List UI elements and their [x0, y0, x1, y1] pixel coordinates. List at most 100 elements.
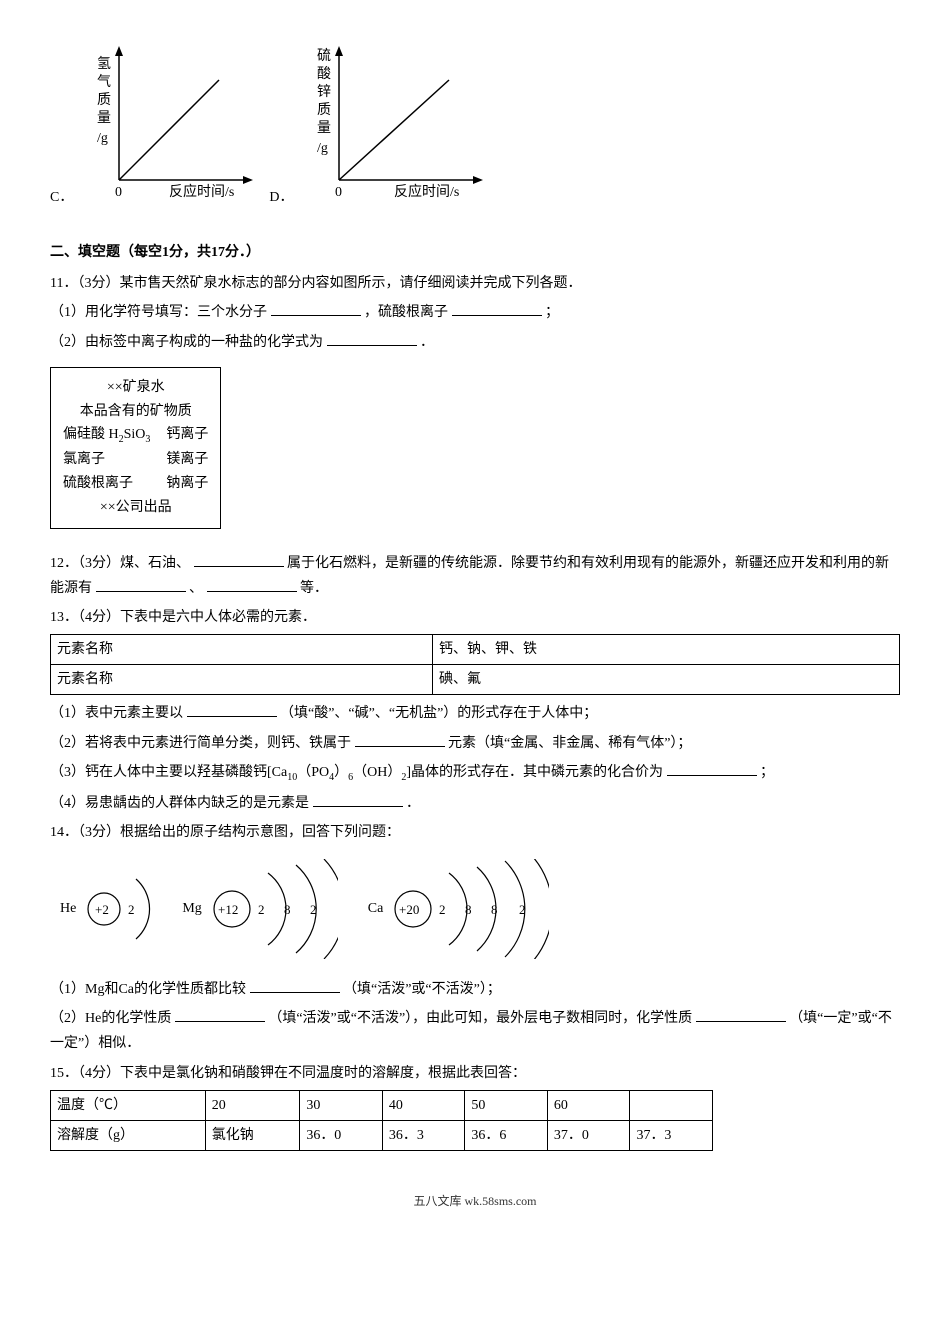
- svg-text:8: 8: [465, 902, 472, 917]
- option-d-label: D．: [269, 185, 293, 210]
- q13-blank3[interactable]: [667, 761, 757, 776]
- q15-t2: 40: [382, 1090, 465, 1120]
- q11-p2b: ．: [420, 335, 434, 350]
- q11-p1a: （1）用化学符号填写：三个水分子: [50, 305, 267, 320]
- box-l5b: 钠离子: [166, 472, 208, 496]
- q14-blank2[interactable]: [175, 1007, 265, 1022]
- option-c-label: C．: [50, 185, 73, 210]
- svg-text:质: 质: [97, 92, 111, 108]
- q13-p2: （2）若将表中元素进行简单分类，则钙、铁属于 元素（填“金属、非金属、稀有气体”…: [50, 731, 900, 756]
- q12-d: 等．: [300, 581, 328, 596]
- q15-t1: 30: [300, 1090, 383, 1120]
- q11-blank1[interactable]: [271, 301, 361, 316]
- q11-blank3[interactable]: [327, 331, 417, 346]
- box-l2: 本品含有的矿物质: [63, 400, 208, 424]
- table-row: 温度（℃） 20 30 40 50 60: [51, 1090, 713, 1120]
- q15-sub: 氯化钠: [205, 1120, 300, 1150]
- q11-p1: （1）用化学符号填写：三个水分子 ，硫酸根离子 ；: [50, 300, 900, 325]
- svg-text:锌: 锌: [317, 84, 331, 100]
- q12-blank2[interactable]: [96, 577, 186, 592]
- q15-v4: 37．3: [630, 1120, 713, 1150]
- graph-c-svg: 氢 气 质 量 /g 0 反应时间/s: [79, 40, 259, 210]
- q15-v0: 36．0: [300, 1120, 383, 1150]
- q13-r1a: 元素名称: [51, 635, 433, 665]
- atom-diagrams-row: He +2 2 Mg +12 2 8 2 Ca +20 2 8: [60, 859, 900, 959]
- q13-blank1[interactable]: [187, 702, 277, 717]
- q11-stem: 11．（3分）某市售天然矿泉水标志的部分内容如图所示，请仔细阅读并完成下列各题．: [50, 271, 900, 296]
- q13-r2a: 元素名称: [51, 665, 433, 695]
- box-l1: ××矿泉水: [63, 376, 208, 400]
- q13-blank2[interactable]: [355, 732, 445, 747]
- svg-text:气: 气: [97, 74, 111, 90]
- q13-r1b: 钙、钠、钾、铁: [433, 635, 900, 665]
- q15-v3: 37．0: [547, 1120, 630, 1150]
- q12-blank1[interactable]: [194, 552, 284, 567]
- graph-options-row: C． 氢 气 质 量 /g 0 反应时间/s D．: [50, 40, 900, 210]
- table-row: 溶解度（g） 氯化钠 36．0 36．3 36．6 37．0 37．3: [51, 1120, 713, 1150]
- box-l5: 硫酸根离子 钠离子: [63, 472, 208, 496]
- box-l6: ××公司出品: [63, 496, 208, 520]
- svg-text:+12: +12: [218, 902, 238, 917]
- q13-r2b: 碘、氟: [433, 665, 900, 695]
- svg-text:2: 2: [128, 902, 135, 917]
- q14-p1: （1）Mg和Ca的化学性质都比较 （填“活泼”或“不活泼”）；: [50, 977, 900, 1002]
- table-row: 元素名称 钙、钠、钾、铁: [51, 635, 900, 665]
- q13-blank4[interactable]: [313, 792, 403, 807]
- q13-stem: 13．（4分）下表中是六中人体必需的元素．: [50, 605, 900, 630]
- q11-p2a: （2）由标签中离子构成的一种盐的化学式为: [50, 335, 323, 350]
- q12: 12．（3分）煤、石油、 属于化石燃料，是新疆的传统能源．除要节约和有效利用现有…: [50, 551, 900, 601]
- q15-v1: 36．3: [382, 1120, 465, 1150]
- atom-mg-label: Mg: [182, 896, 201, 921]
- svg-text:酸: 酸: [317, 66, 331, 82]
- q15-t5: [630, 1090, 713, 1120]
- q15-solubility-table: 温度（℃） 20 30 40 50 60 溶解度（g） 氯化钠 36．0 36．…: [50, 1090, 713, 1151]
- table-row: 元素名称 碘、氟: [51, 665, 900, 695]
- graph-c-origin: 0: [115, 185, 122, 200]
- q13-elements-table: 元素名称 钙、钠、钾、铁 元素名称 碘、氟: [50, 634, 900, 695]
- q15-head: 温度（℃）: [51, 1090, 206, 1120]
- svg-text:2: 2: [519, 902, 526, 917]
- svg-text:量: 量: [317, 120, 331, 136]
- q11-blank2[interactable]: [452, 301, 542, 316]
- q15-rowlabel: 溶解度（g）: [51, 1120, 206, 1150]
- q11-p1c: ；: [545, 305, 559, 320]
- atom-ca: Ca +20 2 8 8 2: [368, 859, 550, 959]
- box-l3a: 偏硅酸 H2SiO3: [63, 423, 150, 448]
- svg-text:+20: +20: [399, 902, 419, 917]
- svg-text:质: 质: [317, 102, 331, 118]
- mineral-water-label-box: ××矿泉水 本品含有的矿物质 偏硅酸 H2SiO3 钙离子 氯离子 镁离子 硫酸…: [50, 367, 221, 529]
- q15-t0: 20: [205, 1090, 300, 1120]
- q11-p1b: ，硫酸根离子: [364, 305, 448, 320]
- svg-text:/g: /g: [317, 141, 328, 156]
- graph-c-xlabel: 反应时间/s: [169, 183, 234, 200]
- q13-p3: （3）钙在人体中主要以羟基磷酸钙[Ca10（PO4）6（OH）2]晶体的形式存在…: [50, 760, 900, 787]
- svg-text:2: 2: [258, 902, 265, 917]
- q14-blank3[interactable]: [696, 1007, 786, 1022]
- q14-p2: （2）He的化学性质 （填“活泼”或“不活泼”），由此可知，最外层电子数相同时，…: [50, 1006, 900, 1056]
- atom-he-label: He: [60, 896, 76, 921]
- q12-a: 12．（3分）煤、石油、: [50, 556, 190, 571]
- graph-c-y1: 氢: [97, 56, 111, 72]
- q15-stem: 15．（4分）下表中是氯化钠和硝酸钾在不同温度时的溶解度，根据此表回答：: [50, 1061, 900, 1086]
- q15-t4: 60: [547, 1090, 630, 1120]
- q13-p4: （4）易患龋齿的人群体内缺乏的是元素是 ．: [50, 791, 900, 816]
- q14-blank1[interactable]: [250, 978, 340, 993]
- q15-t3: 50: [465, 1090, 548, 1120]
- svg-text:2: 2: [439, 902, 446, 917]
- box-l3b: 钙离子: [166, 423, 208, 448]
- q11-p2: （2）由标签中离子构成的一种盐的化学式为 ．: [50, 330, 900, 355]
- svg-text:+2: +2: [95, 902, 109, 917]
- q15-v2: 36．6: [465, 1120, 548, 1150]
- box-l4b: 镁离子: [166, 448, 208, 472]
- svg-text:0: 0: [335, 185, 342, 200]
- svg-text:反应时间/s: 反应时间/s: [394, 183, 459, 200]
- atom-mg-svg: +12 2 8 2: [208, 859, 338, 959]
- q12-blank3[interactable]: [207, 577, 297, 592]
- q12-c: 、: [189, 581, 203, 596]
- svg-text:8: 8: [284, 902, 291, 917]
- svg-text:8: 8: [491, 902, 498, 917]
- page-footer: 五八文库 wk.58sms.com: [50, 1191, 900, 1213]
- svg-text:2: 2: [310, 902, 317, 917]
- box-l5a: 硫酸根离子: [63, 472, 133, 496]
- section2-title: 二、填空题（每空1分，共17分．）: [50, 240, 900, 265]
